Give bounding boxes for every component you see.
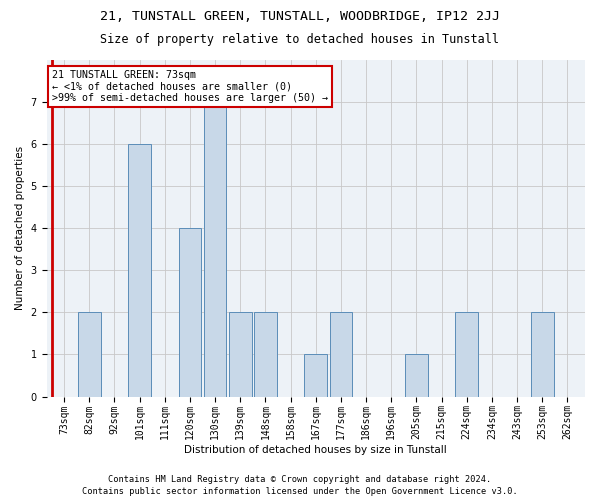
Y-axis label: Number of detached properties: Number of detached properties [15, 146, 25, 310]
Bar [531, 312, 554, 396]
Bar [329, 312, 352, 396]
Text: Contains HM Land Registry data © Crown copyright and database right 2024.: Contains HM Land Registry data © Crown c… [109, 475, 491, 484]
X-axis label: Distribution of detached houses by size in Tunstall: Distribution of detached houses by size … [184, 445, 447, 455]
Bar [304, 354, 327, 397]
Bar [229, 312, 251, 396]
Bar [405, 354, 428, 397]
Bar [254, 312, 277, 396]
Text: 21, TUNSTALL GREEN, TUNSTALL, WOODBRIDGE, IP12 2JJ: 21, TUNSTALL GREEN, TUNSTALL, WOODBRIDGE… [100, 10, 500, 23]
Bar [455, 312, 478, 396]
Text: Size of property relative to detached houses in Tunstall: Size of property relative to detached ho… [101, 32, 499, 46]
Bar [78, 312, 101, 396]
Bar [179, 228, 201, 396]
Bar [204, 102, 226, 397]
Text: 21 TUNSTALL GREEN: 73sqm
← <1% of detached houses are smaller (0)
>99% of semi-d: 21 TUNSTALL GREEN: 73sqm ← <1% of detach… [52, 70, 328, 103]
Bar [128, 144, 151, 397]
Text: Contains public sector information licensed under the Open Government Licence v3: Contains public sector information licen… [82, 487, 518, 496]
